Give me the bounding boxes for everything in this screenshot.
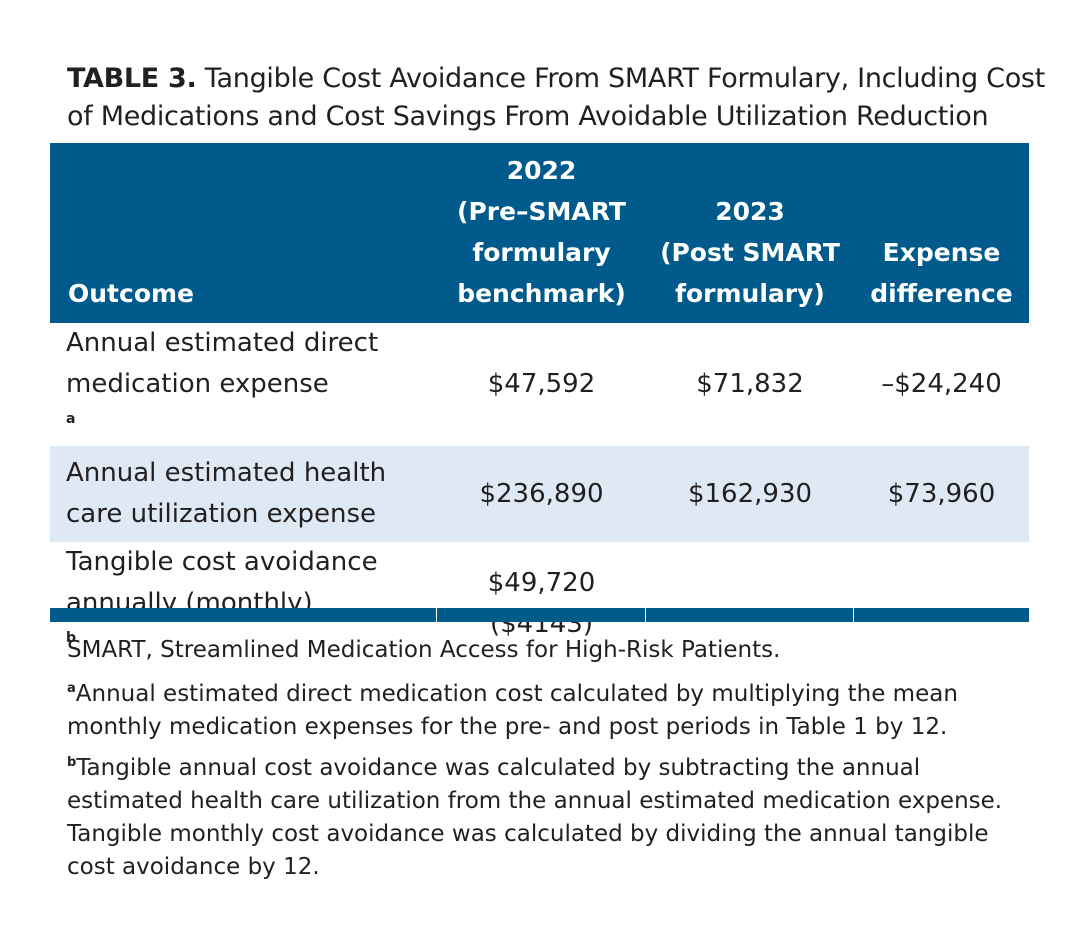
header-outcome: Outcome (50, 143, 437, 323)
rule-segment (437, 608, 645, 622)
header-2022-line: formulary (472, 238, 611, 267)
header-2022-line: 2022 (506, 156, 577, 185)
header-2023-line: (Post SMART (660, 238, 840, 267)
value-2023-cell: $162,930 (687, 478, 813, 509)
table-title-text: Tangible Cost Avoidance From SMART Formu… (67, 63, 1045, 132)
outcome-line: Tangible cost avoidance (66, 547, 378, 577)
table-title: TABLE 3. Tangible Cost Avoidance From SM… (67, 60, 1047, 136)
outcome-line: Annual estimated health (66, 458, 387, 488)
header-2022-line: (Pre–SMART (457, 197, 626, 226)
header-2023-line: formulary) (675, 279, 825, 308)
outcome-line: care utilization expense (66, 499, 377, 529)
rule-segment (50, 608, 436, 622)
table-row: Annual estimated health care utilization… (50, 446, 1029, 542)
footnote-b: bTangible annual cost avoidance was calc… (67, 752, 1027, 884)
value-2022-cell: $47,592 (487, 369, 596, 399)
outcome-line: Annual estimated direct (66, 328, 379, 358)
difference-cell: –$24,240 (881, 369, 1002, 399)
footnote-b-text: Tangible annual cost avoidance was calcu… (67, 755, 1003, 880)
header-2022-line: benchmark) (457, 279, 626, 308)
outcome-line-text: medication expense (66, 369, 329, 399)
outcome-cell: Annual estimated health care utilization… (50, 446, 437, 542)
footnote-b-marker: b (67, 755, 77, 770)
footnote-marker: a (66, 411, 76, 427)
footnote-a-text: Annual estimated direct medication cost … (67, 681, 958, 740)
value-2022-cell: $49,720 ($4143) (437, 542, 646, 665)
table-row: Tangible cost avoidance annually (monthl… (50, 542, 1029, 665)
table-row: Annual estimated direct medication expen… (50, 323, 1029, 446)
header-2022: 2022 (Pre–SMART formulary benchmark) (437, 143, 646, 323)
outcome-cell: Tangible cost avoidance annually (monthl… (50, 542, 437, 665)
outcome-cell: Annual estimated direct medication expen… (50, 323, 437, 446)
footnote-marker: b (66, 630, 77, 646)
footnote-a-marker: a (67, 681, 76, 696)
outcome-line: medication expense a (66, 364, 437, 446)
difference-cell: $73,960 (887, 478, 996, 509)
rule-segment (854, 608, 1029, 622)
rule-segment (646, 608, 853, 622)
abbreviation-note: SMART, Streamlined Medication Access for… (67, 637, 781, 663)
header-difference-line: difference (870, 279, 1013, 308)
header-2023: 2023 (Post SMART formulary) (646, 143, 854, 323)
table-footnotes: SMART, Streamlined Medication Access for… (67, 634, 1027, 892)
table-header-row: Outcome 2022 (Pre–SMART formulary benchm… (50, 143, 1029, 323)
value-2022-cell: $236,890 (479, 478, 604, 509)
cost-avoidance-table: Outcome 2022 (Pre–SMART formulary benchm… (50, 143, 1029, 665)
value-2022-lines: $49,720 ($4143) (437, 563, 646, 645)
header-expense-difference: Expense difference (854, 143, 1029, 323)
value-annual: $49,720 (487, 567, 596, 598)
value-2023-cell: $71,832 (696, 369, 804, 399)
table-bottom-rule (50, 608, 1029, 622)
footnote-a: aAnnual estimated direct medication cost… (67, 678, 1027, 744)
header-2023-line: 2023 (715, 197, 785, 226)
header-difference-line: Expense (882, 238, 1001, 267)
table-label: TABLE 3. (67, 63, 197, 94)
